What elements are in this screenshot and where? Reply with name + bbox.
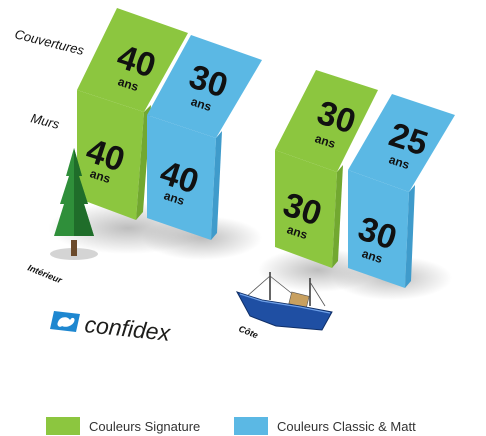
legend-label: Couleurs Signature (89, 418, 201, 434)
confidex-logo: confidex (50, 311, 173, 346)
roofs-label: Couvertures (13, 26, 86, 58)
panel-interior-classic (147, 35, 262, 240)
years-unit: ans (162, 188, 186, 208)
roof-face (77, 8, 188, 112)
wall-face (275, 150, 337, 268)
interior-label: Intérieur (26, 263, 64, 286)
panel-coast-classic (348, 94, 455, 288)
coast-label: Côte (237, 324, 259, 341)
wall-face (147, 115, 216, 240)
years-unit: ans (285, 222, 309, 242)
roof-face (348, 94, 455, 192)
logo-text: confidex (83, 311, 172, 346)
wall-face (348, 170, 409, 288)
shadow (142, 216, 262, 260)
panel-coast-signature (275, 70, 378, 268)
walls-label: Murs (29, 110, 61, 132)
legend-item-classic: Couleurs Classic & Matt (234, 417, 416, 435)
years-unit: ans (360, 246, 384, 266)
years-unit: ans (116, 74, 140, 94)
boat-icon (235, 272, 333, 331)
years-unit: ans (189, 94, 213, 114)
years-unit: ans (88, 166, 112, 186)
tree-icon (50, 148, 98, 260)
legend-swatch-blue (234, 417, 268, 435)
wall-edge (332, 165, 343, 268)
wall-face (77, 90, 144, 220)
wall-edge (405, 185, 415, 288)
legend-item-signature: Couleurs Signature (46, 417, 200, 435)
years-unit: ans (387, 152, 411, 172)
wall-edge (211, 131, 222, 240)
legend-label: Couleurs Classic & Matt (277, 418, 416, 434)
years-unit: ans (313, 131, 337, 151)
roof-face (147, 35, 262, 138)
roof-face (275, 70, 378, 172)
legend-swatch-green (46, 417, 80, 435)
